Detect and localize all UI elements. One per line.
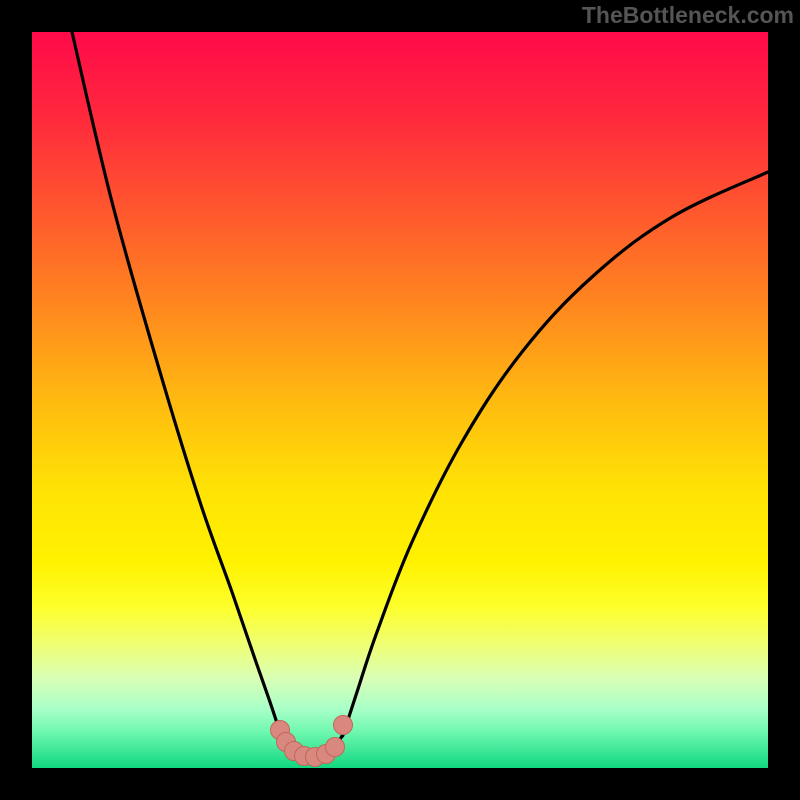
data-marker — [333, 715, 353, 735]
chart-container: TheBottleneck.com — [0, 0, 800, 800]
data-marker — [325, 737, 345, 757]
marker-layer — [32, 32, 768, 768]
watermark-text: TheBottleneck.com — [582, 2, 794, 29]
plot-area — [32, 32, 768, 768]
